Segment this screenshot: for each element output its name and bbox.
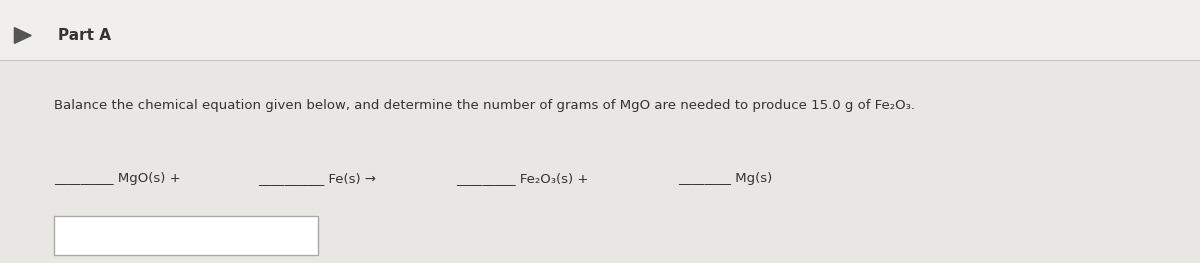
Text: Balance the chemical equation given below, and determine the number of grams of : Balance the chemical equation given belo… bbox=[54, 99, 916, 112]
FancyBboxPatch shape bbox=[54, 216, 318, 255]
Text: _________ Fe₂O₃(s) +: _________ Fe₂O₃(s) + bbox=[456, 172, 588, 185]
Text: _________ MgO(s) +: _________ MgO(s) + bbox=[54, 172, 181, 185]
Polygon shape bbox=[14, 28, 31, 43]
Text: ________ Mg(s): ________ Mg(s) bbox=[678, 172, 773, 185]
Bar bbox=[0, 0, 1200, 60]
Text: __________ Fe(s) →: __________ Fe(s) → bbox=[258, 172, 376, 185]
Text: Part A: Part A bbox=[58, 28, 110, 43]
